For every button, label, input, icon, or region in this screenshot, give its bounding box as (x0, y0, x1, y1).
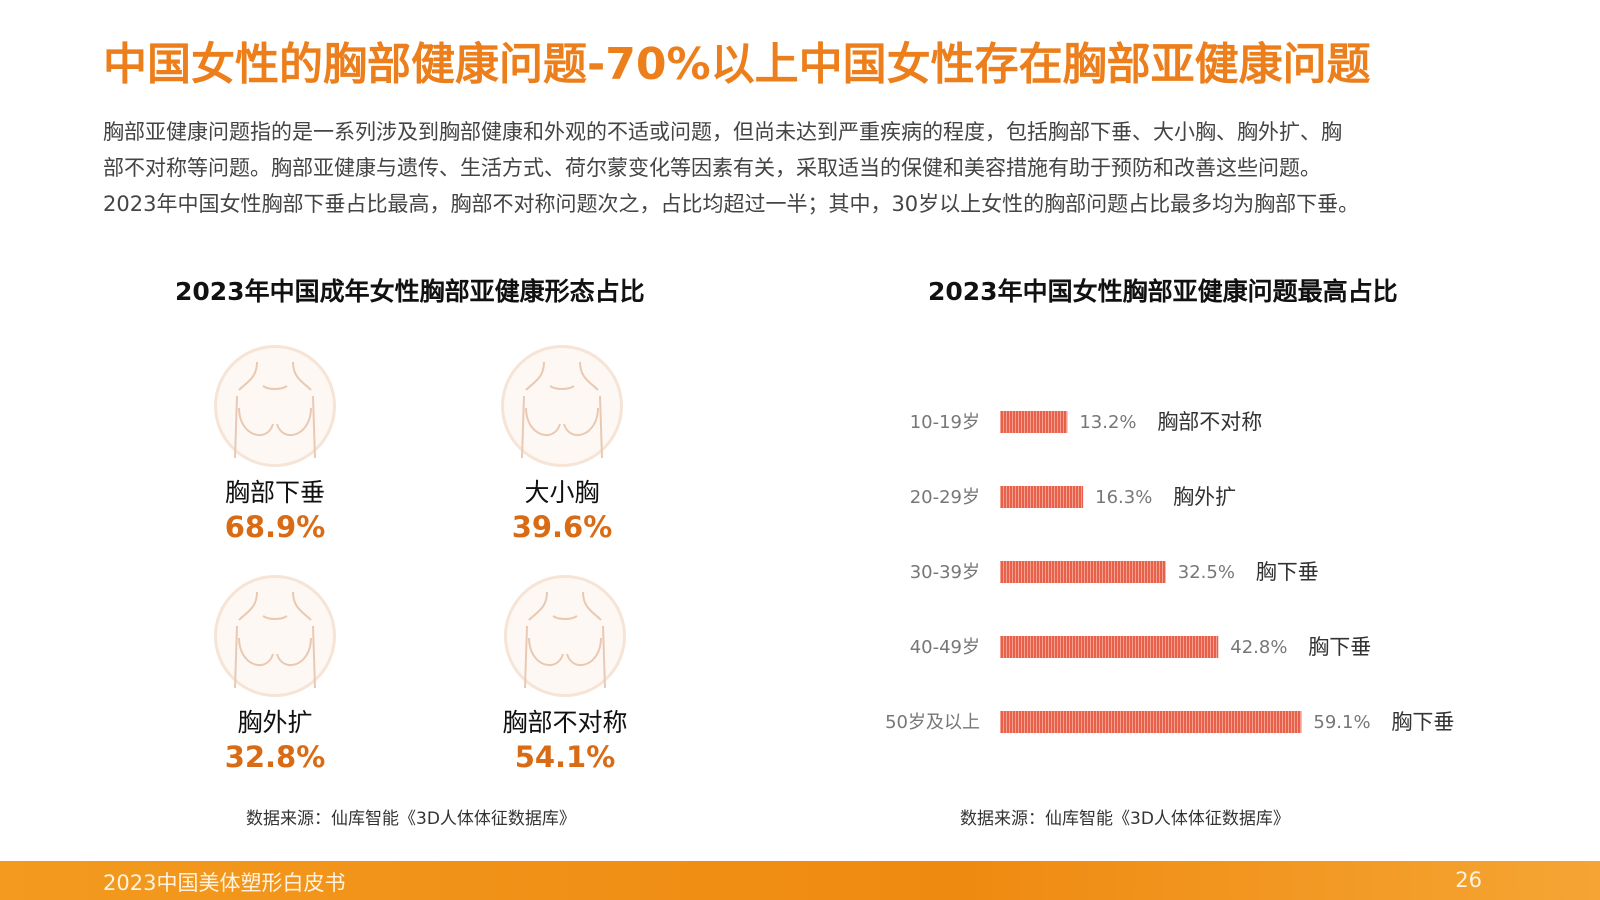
issue-label: 胸下垂 (1391, 710, 1454, 734)
right-source-note: 数据来源：仙库智能《3D人体体征数据库》 (960, 809, 1290, 829)
left-panel-title: 2023年中国成年女性胸部亚健康形态占比 (175, 277, 645, 306)
value-label: 16.3% (1095, 487, 1152, 508)
footer-title: 2023中国美体塑形白皮书 (103, 871, 346, 895)
stat-value: 39.6% (511, 510, 613, 544)
value-label: 13.2% (1079, 412, 1136, 433)
description-line: 部不对称等问题。胸部亚健康与遗传、生活方式、荷尔蒙变化等因素有关，采取适当的保健… (103, 156, 1321, 180)
torso-icon (504, 575, 626, 697)
bar (1000, 711, 1302, 733)
bar-chart: 10-19岁 13.2% 胸部不对称 20-29岁 16.3% 胸外扩 30-39岁 32.5… (885, 410, 1454, 734)
page-title: 中国女性的胸部健康问题-70%以上中国女性存在胸部亚健康问题 (103, 39, 1371, 90)
stat-value: 68.9% (224, 510, 326, 544)
description: 胸部亚健康问题指的是一系列涉及到胸部健康和外观的不适或问题，但尚未达到严重疾病的… (103, 114, 1503, 222)
left-source-note: 数据来源：仙库智能《3D人体体征数据库》 (246, 809, 576, 829)
stat-label: 胸部不对称 (502, 708, 628, 737)
page-number: 26 (1455, 868, 1482, 892)
value-label: 59.1% (1313, 712, 1370, 733)
stat-label: 胸部下垂 (224, 478, 325, 507)
footer-bar: 2023中国美体塑形白皮书 26 (0, 861, 1600, 900)
bar (1000, 411, 1068, 433)
right-panel-title: 2023年中国女性胸部亚健康问题最高占比 (928, 277, 1398, 306)
category-tick-label: 10-19岁 (910, 412, 980, 433)
issue-label: 胸外扩 (1173, 485, 1236, 509)
torso-icon (501, 345, 623, 467)
stat-item-uneven-size: 大小胸 39.6% (462, 345, 662, 545)
description-line: 2023年中国女性胸部下垂占比最高，胸部不对称问题次之，占比均超过一半；其中，3… (103, 192, 1360, 216)
issue-label: 胸下垂 (1256, 560, 1319, 584)
issue-label: 胸下垂 (1308, 635, 1371, 659)
stat-value: 32.8% (224, 740, 326, 774)
stat-item-outward: 胸外扩 32.8% (175, 575, 375, 775)
stat-item-sagging: 胸部下垂 68.9% (175, 345, 375, 545)
stat-label: 胸外扩 (237, 708, 313, 737)
category-tick-label: 30-39岁 (910, 562, 980, 583)
category-tick-label: 20-29岁 (910, 487, 980, 508)
category-tick-label: 40-49岁 (910, 637, 980, 658)
stat-label: 大小胸 (524, 478, 600, 507)
bar (1000, 486, 1084, 508)
torso-icon (214, 575, 336, 697)
stat-item-asymmetry: 胸部不对称 54.1% (465, 575, 665, 775)
bar (1000, 636, 1219, 658)
value-label: 32.5% (1178, 562, 1235, 583)
stat-value: 54.1% (514, 740, 616, 774)
torso-icon (214, 345, 336, 467)
value-label: 42.8% (1230, 637, 1287, 658)
category-tick-label: 50岁及以上 (885, 712, 980, 733)
issue-label: 胸部不对称 (1157, 410, 1262, 434)
description-line: 胸部亚健康问题指的是一系列涉及到胸部健康和外观的不适或问题，但尚未达到严重疾病的… (103, 120, 1342, 144)
bar (1000, 561, 1166, 583)
